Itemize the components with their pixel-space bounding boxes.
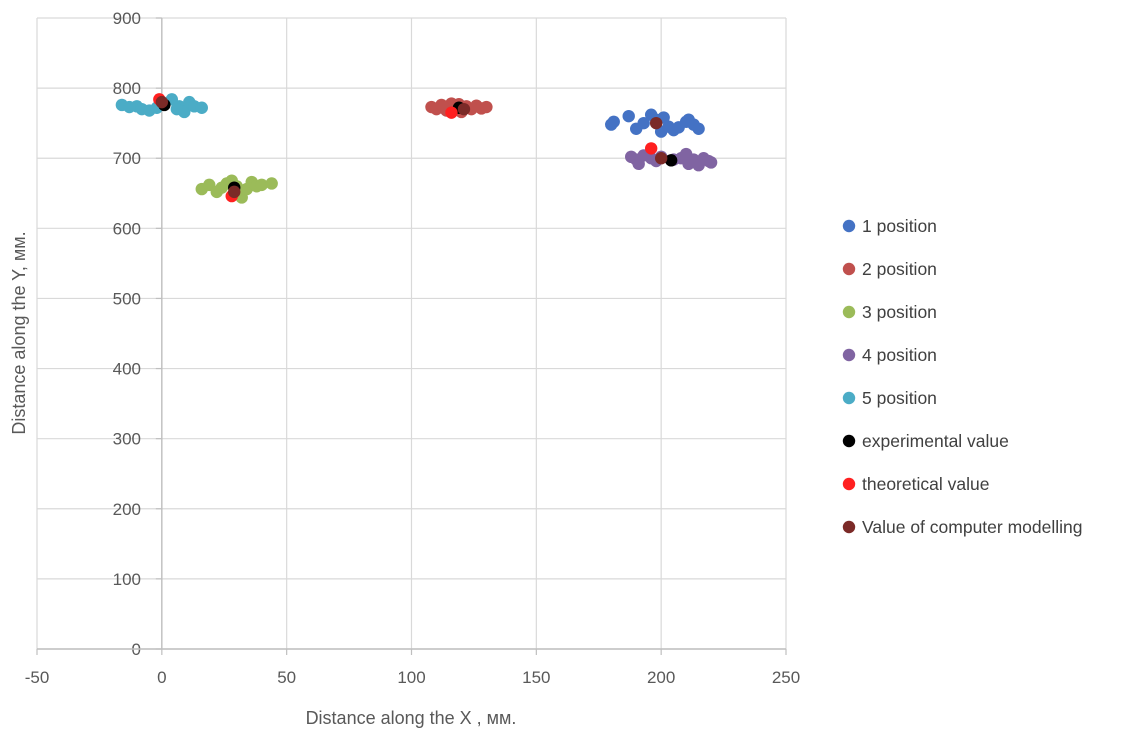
legend-label: experimental value bbox=[862, 431, 1009, 451]
data-point bbox=[622, 109, 635, 123]
x-tick-label: 100 bbox=[397, 668, 425, 687]
legend-marker bbox=[842, 219, 856, 233]
series-8 bbox=[155, 95, 668, 199]
y-tick-label: 100 bbox=[113, 570, 141, 589]
x-tick-label: 50 bbox=[277, 668, 296, 687]
y-tick-label: 600 bbox=[113, 219, 141, 238]
series-5 bbox=[115, 93, 208, 119]
legend-label: 4 position bbox=[862, 345, 937, 365]
legend-label: theoretical value bbox=[862, 474, 989, 494]
legend-label: 1 position bbox=[862, 216, 937, 236]
legend-marker bbox=[842, 348, 856, 362]
legend-marker bbox=[842, 391, 856, 405]
x-tick-label: 250 bbox=[772, 668, 800, 687]
data-points bbox=[115, 93, 718, 204]
data-point bbox=[123, 100, 136, 114]
data-point bbox=[607, 115, 620, 128]
legend-marker bbox=[842, 520, 856, 534]
data-point bbox=[155, 95, 169, 109]
legend-label: 5 position bbox=[862, 388, 937, 408]
data-point bbox=[255, 178, 268, 192]
data-point bbox=[637, 116, 650, 130]
legend: 1 position 2 position 3 position 4 position… bbox=[842, 216, 1083, 537]
y-tick-label: 400 bbox=[113, 360, 141, 379]
data-point bbox=[445, 106, 458, 119]
data-point bbox=[644, 142, 658, 155]
data-point bbox=[228, 185, 241, 199]
y-axis-label: Distance along the Y, мм. bbox=[9, 231, 29, 434]
x-tick-label: 200 bbox=[647, 668, 675, 687]
x-tick-label: 150 bbox=[522, 668, 550, 687]
legend-marker bbox=[842, 434, 856, 448]
x-tick-label: -50 bbox=[25, 668, 50, 687]
data-point bbox=[170, 102, 184, 116]
y-tick-label: 800 bbox=[113, 79, 141, 98]
x-tick-label: 0 bbox=[157, 668, 166, 687]
y-tick-label: 300 bbox=[113, 430, 141, 449]
y-tick-label: 200 bbox=[113, 500, 141, 519]
y-tick-label: 900 bbox=[113, 9, 141, 28]
data-point bbox=[649, 116, 663, 130]
data-point bbox=[704, 156, 718, 169]
data-point bbox=[457, 102, 471, 116]
legend-label: Value of computer modelling bbox=[862, 517, 1083, 537]
y-tick-label: 700 bbox=[113, 149, 141, 168]
legend-label: 3 position bbox=[862, 302, 937, 322]
data-point bbox=[265, 177, 278, 190]
x-tick-labels: -50 0 50 100 150 200 250 bbox=[25, 668, 800, 687]
data-point bbox=[480, 100, 493, 114]
legend-marker bbox=[842, 305, 856, 319]
data-point bbox=[664, 154, 678, 167]
axes bbox=[36, 17, 787, 655]
legend-marker bbox=[842, 262, 856, 276]
data-point bbox=[195, 101, 208, 114]
y-tick-label: 500 bbox=[113, 289, 141, 308]
data-point bbox=[692, 122, 705, 135]
legend-label: 2 position bbox=[862, 259, 937, 279]
data-point bbox=[654, 152, 668, 165]
x-axis-label: Distance along the X , мм. bbox=[306, 708, 517, 728]
legend-marker bbox=[842, 477, 856, 491]
